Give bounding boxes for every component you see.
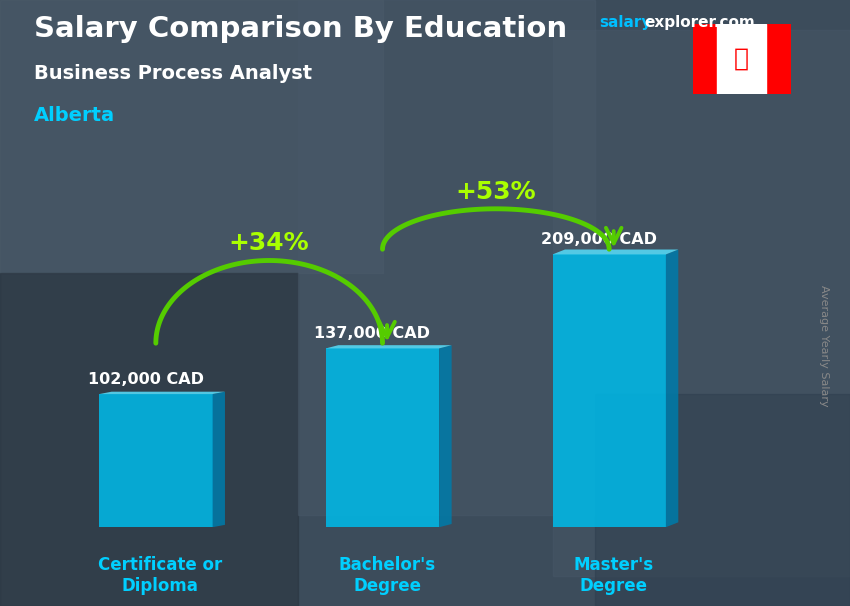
Polygon shape [439, 345, 451, 527]
Text: Bachelor's
Degree: Bachelor's Degree [338, 556, 435, 594]
Bar [717, 24, 766, 94]
Text: salary: salary [599, 15, 652, 30]
Bar [298, 0, 595, 515]
Polygon shape [552, 255, 666, 527]
Text: 🍁: 🍁 [734, 47, 749, 71]
Polygon shape [99, 391, 225, 394]
Text: Alberta: Alberta [34, 106, 115, 125]
Text: 102,000 CAD: 102,000 CAD [88, 372, 204, 387]
Text: Certificate or
Diploma: Certificate or Diploma [99, 556, 223, 594]
Text: explorer.com: explorer.com [644, 15, 755, 30]
Bar [552, 30, 850, 576]
Bar [0, 0, 382, 273]
Text: Master's
Degree: Master's Degree [574, 556, 654, 594]
Polygon shape [99, 394, 212, 527]
Bar [0, 273, 298, 606]
Text: Average Yearly Salary: Average Yearly Salary [819, 285, 829, 406]
Polygon shape [666, 250, 678, 527]
Bar [766, 24, 790, 94]
Bar [693, 24, 717, 94]
Polygon shape [326, 345, 451, 348]
Bar [595, 394, 850, 606]
Text: Business Process Analyst: Business Process Analyst [34, 64, 312, 82]
Text: 209,000 CAD: 209,000 CAD [541, 232, 657, 247]
Polygon shape [326, 348, 439, 527]
Text: +53%: +53% [456, 179, 536, 204]
Text: Salary Comparison By Education: Salary Comparison By Education [34, 15, 567, 43]
Text: 137,000 CAD: 137,000 CAD [314, 326, 430, 341]
Polygon shape [552, 250, 678, 255]
Polygon shape [212, 391, 225, 527]
Text: +34%: +34% [229, 231, 309, 255]
